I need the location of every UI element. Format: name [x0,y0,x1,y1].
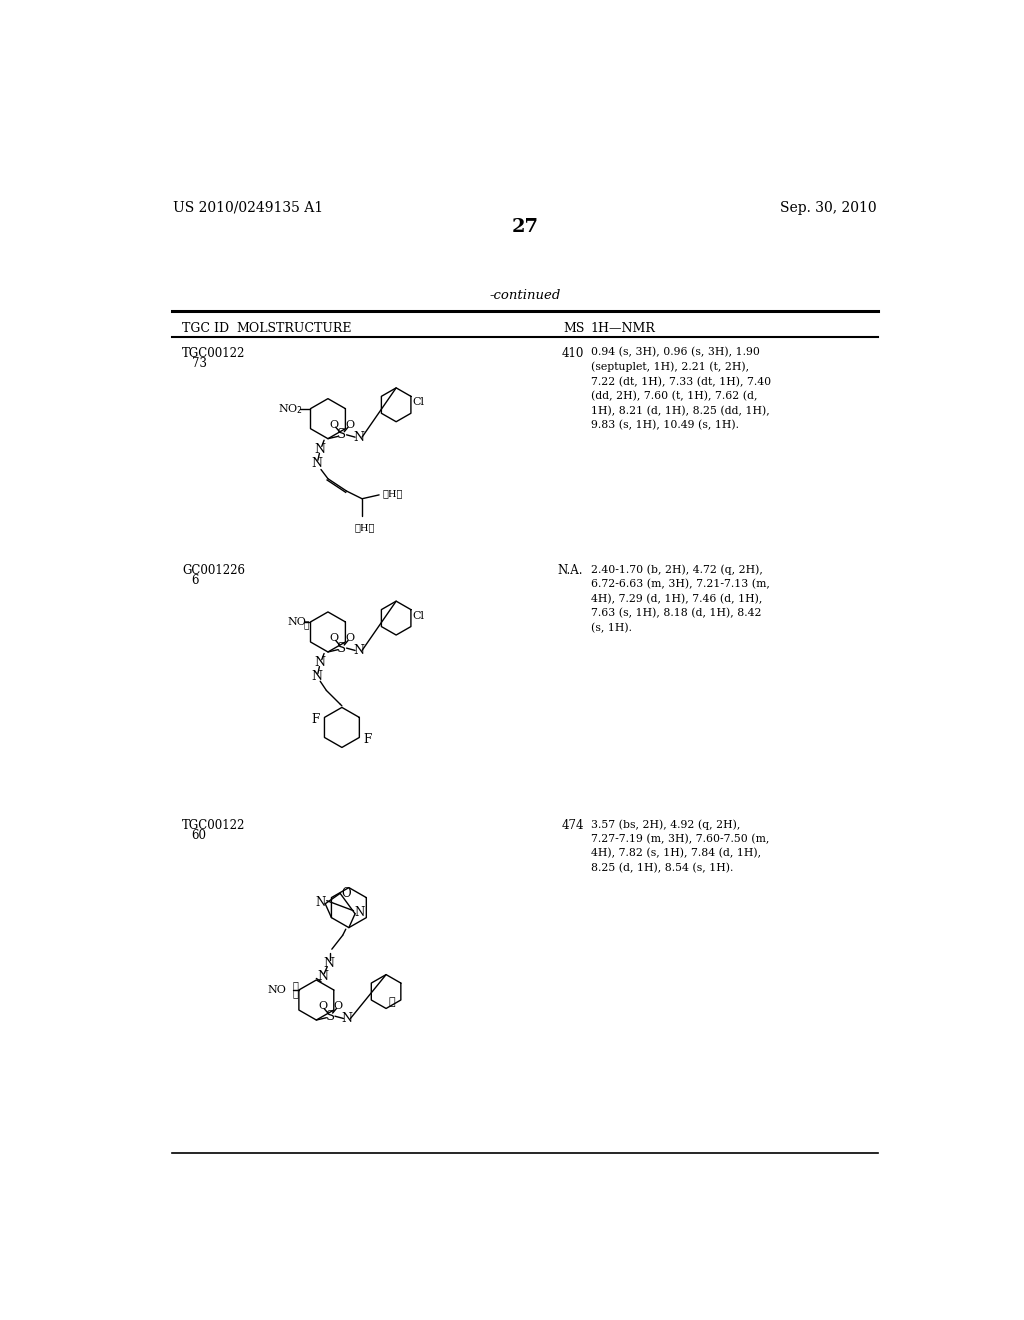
Text: ⓘ: ⓘ [293,982,299,990]
Text: TGC00122: TGC00122 [182,347,246,360]
Text: O: O [318,1001,327,1011]
Text: MOLSTRUCTURE: MOLSTRUCTURE [237,322,352,335]
Text: Cl: Cl [413,397,425,408]
Text: N: N [342,1012,353,1026]
Text: 1H—NMR: 1H—NMR [591,322,655,335]
Text: 60: 60 [191,829,207,842]
Text: N: N [315,896,326,908]
Text: N: N [353,644,365,657]
Text: O: O [330,420,339,430]
Text: N: N [311,457,323,470]
Text: O: O [345,634,354,643]
Text: N: N [324,957,334,970]
Text: O: O [345,420,354,430]
Text: NO$_2$: NO$_2$ [278,401,303,416]
Text: US 2010/0249135 A1: US 2010/0249135 A1 [173,201,324,215]
Text: N: N [314,656,326,669]
Text: TGC00122: TGC00122 [182,818,246,832]
Text: N: N [317,970,328,983]
Text: F: F [311,713,321,726]
Text: ⓘ: ⓘ [389,998,395,1007]
Text: 6: 6 [191,574,199,587]
Text: -continued: -continued [489,289,560,302]
Text: S: S [337,642,346,655]
Text: 410: 410 [562,347,585,360]
Text: S: S [337,428,346,441]
Text: N: N [314,444,326,455]
Text: ⓘ: ⓘ [303,622,308,630]
Text: NO: NO [267,985,287,995]
Text: O: O [334,1001,343,1011]
Text: O: O [342,887,351,900]
Text: N: N [353,430,365,444]
Text: O: O [330,634,339,643]
Text: F: F [364,733,372,746]
Text: 73: 73 [191,358,207,370]
Text: 2.40-1.70 (b, 2H), 4.72 (q, 2H),
6.72-6.63 (m, 3H), 7.21-7.13 (m,
4H), 7.29 (d, : 2.40-1.70 (b, 2H), 4.72 (q, 2H), 6.72-6.… [591,564,770,632]
Text: N: N [311,671,323,684]
Text: ⓘHⓘ: ⓘHⓘ [383,488,403,498]
Text: GC001226: GC001226 [182,564,246,577]
Text: S: S [326,1010,335,1023]
Text: 3.57 (bs, 2H), 4.92 (q, 2H),
7.27-7.19 (m, 3H), 7.60-7.50 (m,
4H), 7.82 (s, 1H),: 3.57 (bs, 2H), 4.92 (q, 2H), 7.27-7.19 (… [591,818,769,873]
Text: Cl: Cl [413,611,425,620]
Text: 0.94 (s, 3H), 0.96 (s, 3H), 1.90
(septuplet, 1H), 2.21 (t, 2H),
7.22 (dt, 1H), 7: 0.94 (s, 3H), 0.96 (s, 3H), 1.90 (septup… [591,347,771,430]
Text: N: N [354,906,365,919]
Text: N.A.: N.A. [557,564,583,577]
Text: ⓘHⓘ: ⓘHⓘ [355,524,376,532]
Text: ⓘ: ⓘ [293,990,299,998]
Text: NO: NO [287,616,306,627]
Text: 27: 27 [511,218,539,236]
Text: MS: MS [563,322,585,335]
Text: 474: 474 [562,818,585,832]
Text: Sep. 30, 2010: Sep. 30, 2010 [780,201,877,215]
Text: TGC ID: TGC ID [182,322,229,335]
